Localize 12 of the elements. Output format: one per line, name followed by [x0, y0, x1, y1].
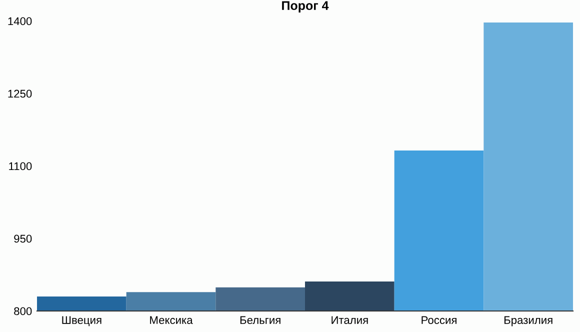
- x-tick-label: Италия: [332, 316, 368, 324]
- chart-title: Порог 4: [282, 1, 329, 12]
- y-tick-label: 800: [14, 307, 32, 316]
- x-tick-label: Бразилия: [504, 316, 552, 326]
- y-tick-label: 1250: [8, 90, 32, 98]
- y-tick-label: 950: [14, 234, 32, 243]
- x-tick-label: Мексика: [150, 316, 193, 324]
- x-tick-label: Бельгия: [240, 316, 280, 324]
- x-tick-label: Швеция: [62, 316, 102, 326]
- y-tick-label: 1400: [8, 17, 32, 26]
- x-tick-label: Россия: [422, 316, 456, 324]
- y-tick-label: 1100: [9, 162, 32, 170]
